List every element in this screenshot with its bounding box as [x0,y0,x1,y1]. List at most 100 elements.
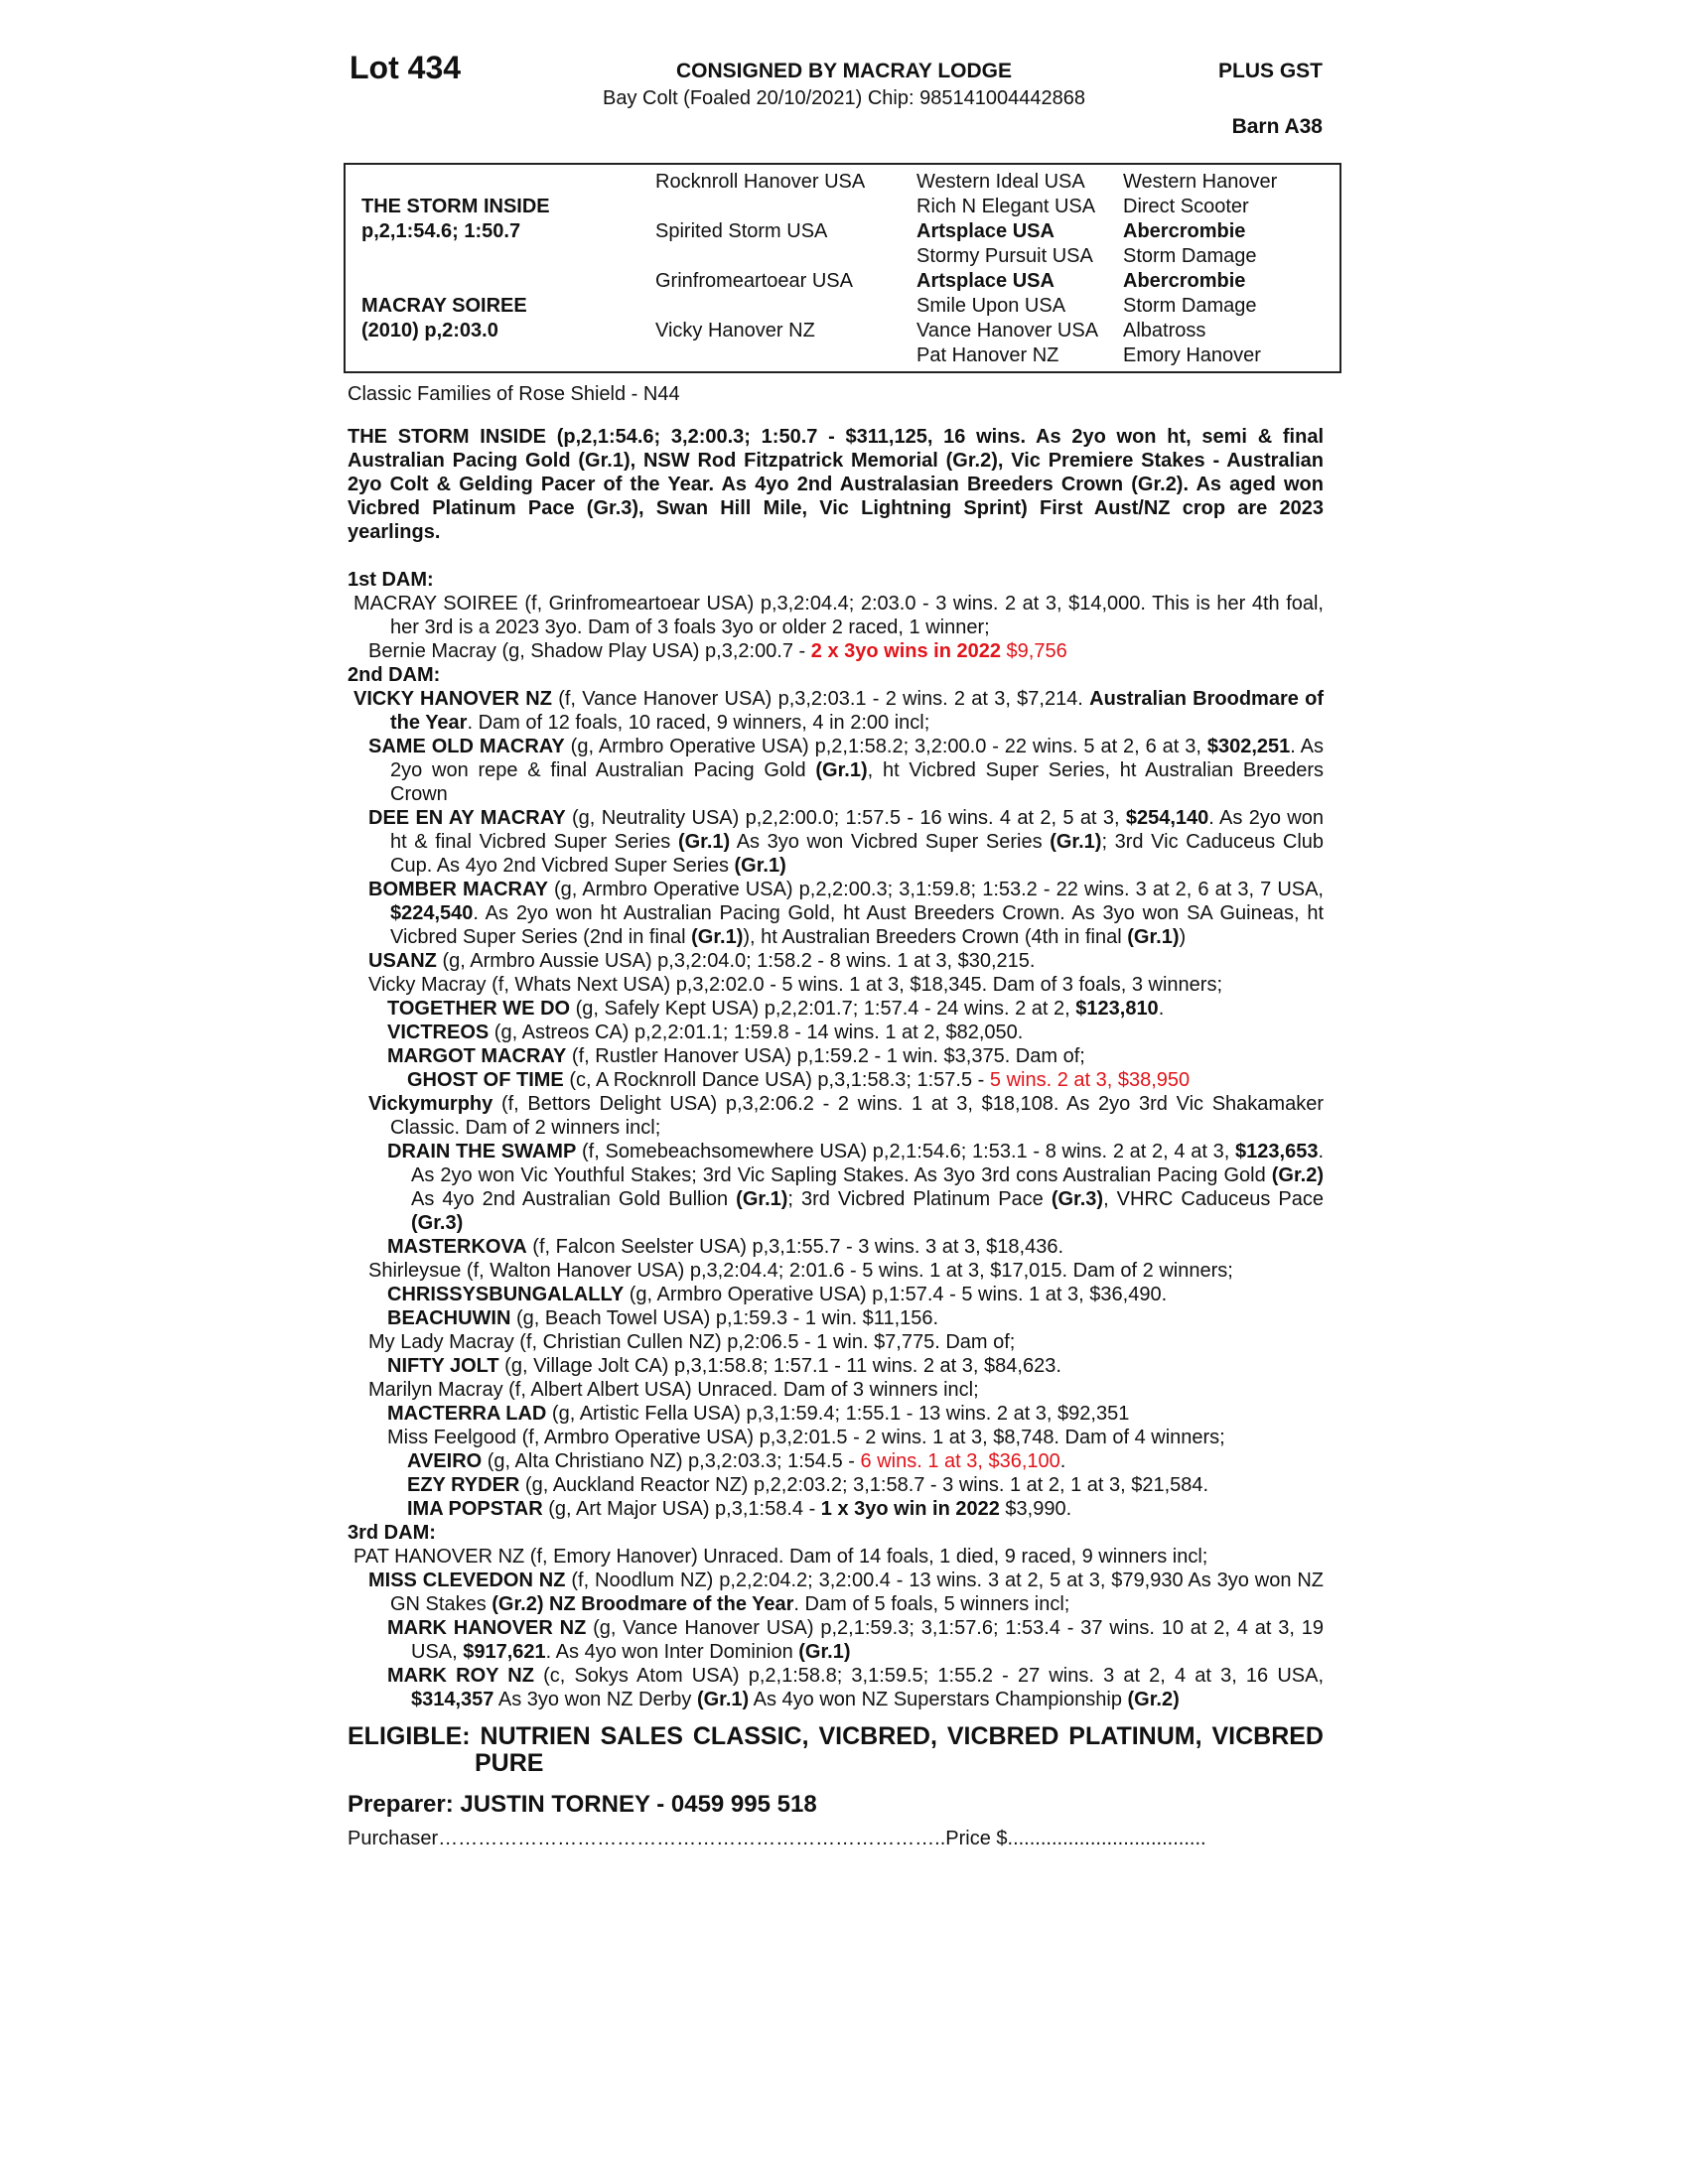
pedigree-gen4-ancestor: Storm Damage [1123,295,1257,317]
produce-entry: VICTREOS (g, Astreos CA) p,2,2:01.1; 1:5… [348,1021,1324,1044]
entry-text: As 3yo won NZ Derby [493,1689,697,1710]
dam-heading: 3rd DAM: [348,1522,436,1544]
pedigree-table: THE STORM INSIDE p,2,1:54.6; 1:50.7 MACR… [344,163,1341,373]
entry-text: $9,756 [1000,640,1067,662]
entry-text: (Gr.2) [1271,1164,1324,1186]
pedigree-gen3-ancestor: Smile Upon USA [916,295,1066,317]
entry-text: (g, Art Major USA) p,3,1:58.4 - [542,1498,821,1520]
produce-entry: Marilyn Macray (f, Albert Albert USA) Un… [348,1378,1324,1402]
pedigree-gen4-ancestor: Western Hanover [1123,171,1278,193]
entry-text: (g, Beach Towel USA) p,1:59.3 - 1 win. $… [510,1307,939,1329]
pedigree-gen2-ancestor: Spirited Storm USA [655,220,828,242]
pedigree-notes: THE STORM INSIDE (p,2,1:54.6; 3,2:00.3; … [348,425,1324,1850]
entry-text: 5 wins. 2 at 3, $38,950 [989,1069,1191,1091]
entry-text: . [1158,998,1165,1020]
entry-text: SAME OLD MACRAY [368,736,565,757]
entry-text: 2 x 3yo wins in 2022 [810,640,1001,662]
entry-text: 6 wins. 1 at 3, $36,100 [860,1450,1060,1472]
entry-text: MISS CLEVEDON NZ [368,1570,566,1591]
pedigree-gen4-ancestor: Direct Scooter [1123,196,1249,217]
produce-entry: IMA POPSTAR (g, Art Major USA) p,3,1:58.… [348,1497,1324,1521]
entry-text: (c, A Rocknroll Dance USA) p,3,1:58.3; 1… [563,1069,990,1091]
entry-text: (g, Alta Christiano NZ) p,3,2:03.3; 1:54… [482,1450,861,1472]
pedigree-gen3-ancestor: Artsplace USA [916,270,1055,292]
produce-entry: PAT HANOVER NZ (f, Emory Hanover) Unrace… [348,1545,1324,1569]
entry-text: (g, Armbro Aussie USA) p,3,2:04.0; 1:58.… [436,950,1036,972]
produce-entry: Vickymurphy (f, Bettors Delight USA) p,3… [348,1092,1324,1140]
entry-text: Marilyn Macray (f, Albert Albert USA) Un… [368,1379,979,1401]
sire-name: THE STORM INSIDE [361,196,550,217]
entry-text: MARGOT MACRAY [387,1045,567,1067]
entry-text: As 4yo 2nd Australian Gold Bullion [411,1188,737,1210]
horse-info: Bay Colt (Foaled 20/10/2021) Chip: 98514… [603,87,1085,109]
entry-text: (Gr.1) [736,1188,788,1210]
entry-text: , VHRC Caduceus Pace [1103,1188,1324,1210]
entry-text: TOGETHER WE DO [387,998,571,1020]
produce-entry: BOMBER MACRAY (g, Armbro Operative USA) … [348,878,1324,949]
produce-entry: CHRISSYSBUNGALALLY (g, Armbro Operative … [348,1283,1324,1306]
entry-text: (Gr.3) [411,1212,464,1234]
entry-text: USANZ [368,950,437,972]
entry-text: (g, Artistic Fella USA) p,3,1:59.4; 1:55… [546,1403,1130,1425]
produce-entry: MARGOT MACRAY (f, Rustler Hanover USA) p… [348,1044,1324,1068]
produce-entry: DRAIN THE SWAMP (f, Somebeachsomewhere U… [348,1140,1324,1235]
pedigree-gen4-ancestor: Albatross [1123,320,1206,341]
entry-text: $123,810 [1075,998,1159,1020]
entry-text: DRAIN THE SWAMP [387,1141,577,1162]
entry-text: . Dam of 12 foals, 10 raced, 9 winners, … [467,712,930,734]
produce-entry: AVEIRO (g, Alta Christiano NZ) p,3,2:03.… [348,1449,1324,1473]
entry-text: Vickymurphy [368,1093,493,1115]
produce-entry: Shirleysue (f, Walton Hanover USA) p,3,2… [348,1259,1324,1283]
pedigree-gen2-ancestor: Grinfromeartoear USA [655,270,853,292]
pedigree-gen4-ancestor: Abercrombie [1123,270,1246,292]
entry-text: $302,251 [1206,736,1291,757]
entry-text: (Gr.2) NZ Broodmare of the Year [492,1593,794,1615]
entry-text: MARK HANOVER NZ [387,1617,587,1639]
entry-text: AVEIRO [407,1450,483,1472]
produce-entry: Miss Feelgood (f, Armbro Operative USA) … [348,1426,1324,1449]
entry-text: $314,357 [411,1689,494,1710]
entry-text: (f, Falcon Seelster USA) p,3,1:55.7 - 3 … [526,1236,1064,1258]
plus-gst-label: PLUS GST [1217,60,1323,82]
pedigree-gen3-ancestor: Artsplace USA [916,220,1055,242]
produce-entry: MACTERRA LAD (g, Artistic Fella USA) p,3… [348,1402,1324,1426]
preparer: Preparer: JUSTIN TORNEY - 0459 995 518 [348,1791,817,1818]
produce-entry: Vicky Macray (f, Whats Next USA) p,3,2:0… [348,973,1324,997]
entry-text: (f, Vance Hanover USA) p,3,2:03.1 - 2 wi… [551,688,1090,710]
entry-text: $917,621 [463,1641,546,1663]
entry-text: ; 3rd Vicbred Platinum Pace [787,1188,1052,1210]
pedigree-gen3-ancestor: Vance Hanover USA [916,320,1099,341]
pedigree-gen4-ancestor: Abercrombie [1123,220,1246,242]
pedigree-gen3-ancestor: Pat Hanover NZ [916,344,1059,366]
entry-text: VICKY HANOVER NZ [353,688,552,710]
entry-text: (f, Noodlum NZ) p,2,2:04.2; 3,2:00.4 - 1… [390,1570,1324,1615]
entry-text: (g, Village Jolt CA) p,3,1:58.8; 1:57.1 … [498,1355,1061,1377]
entry-text: (g, Armbro Operative USA) p,1:57.4 - 5 w… [624,1284,1168,1305]
entry-text: ) [1179,926,1187,948]
entry-text: , ht Vicbred Super Series, ht Australian… [390,759,1324,805]
entry-text: (Gr.1) [691,926,744,948]
entry-text: (f, Bettors Delight USA) p,3,2:06.2 - 2 … [390,1093,1324,1139]
pedigree-gen4-ancestor: Emory Hanover [1123,344,1261,366]
entry-text: NIFTY JOLT [387,1355,499,1377]
produce-entry: GHOST OF TIME (c, A Rocknroll Dance USA)… [348,1068,1324,1092]
entry-text: MASTERKOVA [387,1236,527,1258]
entry-text: . Dam of 5 foals, 5 winners incl; [793,1593,1070,1615]
entry-text: (Gr.1) [696,1689,750,1710]
dam-heading: 1st DAM: [348,569,434,591]
produce-entry: MARK ROY NZ (c, Sokys Atom USA) p,2,1:58… [348,1664,1324,1711]
entry-text: (f, Somebeachsomewhere USA) p,2,1:54.6; … [576,1141,1236,1162]
produce-entry: MISS CLEVEDON NZ (f, Noodlum NZ) p,2,2:0… [348,1569,1324,1616]
entry-text: . As 4yo won Inter Dominion [545,1641,799,1663]
purchaser-price-line: Purchaser…………………………………………………………………..Pric… [348,1828,1206,1849]
entry-text: EZY RYDER [407,1474,520,1496]
entry-text: CHRISSYSBUNGALALLY [387,1284,625,1305]
entry-text: (Gr.1) [677,831,731,853]
produce-entry: MARK HANOVER NZ (g, Vance Hanover USA) p… [348,1616,1324,1664]
pedigree-gen4-ancestor: Storm Damage [1123,245,1257,267]
dam-record: (2010) p,2:03.0 [361,320,498,341]
entry-text: VICTREOS [387,1022,490,1043]
entry-text: (Gr.3) [1051,1188,1104,1210]
entry-text: (g, Armbro Operative USA) p,2,2:00.3; 3,… [547,879,1324,900]
entry-text: (g, Safely Kept USA) p,2,2:01.7; 1:57.4 … [570,998,1076,1020]
